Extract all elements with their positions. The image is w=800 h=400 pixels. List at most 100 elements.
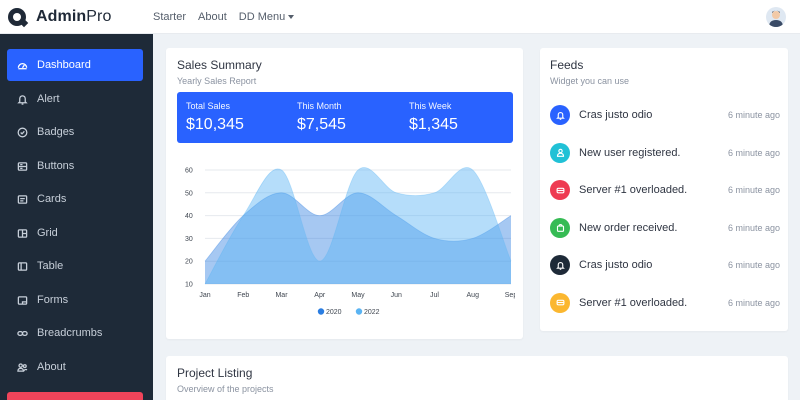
y-tick-label: 40 [185, 213, 193, 220]
stat-value: $7,545 [297, 116, 346, 133]
y-tick-label: 50 [185, 190, 193, 197]
buttons-icon [17, 161, 28, 172]
user-icon [550, 142, 570, 163]
y-tick-label: 20 [185, 259, 193, 266]
legend-marker-2022 [355, 308, 363, 315]
sidebar-item-label: Badges [37, 126, 75, 138]
x-tick-label: Feb [237, 292, 249, 299]
stat-label: This Month [297, 101, 342, 111]
x-tick-label: Aug [467, 292, 480, 299]
sidebar-item-about[interactable]: About [7, 351, 143, 383]
feeds-card: Feeds Widget you can use Cras justo odio… [540, 48, 788, 331]
card-title: Project Listing [177, 366, 253, 380]
stat-label: Total Sales [186, 101, 231, 111]
brand[interactable]: AdminPro [0, 7, 153, 26]
sidebar-item-cards[interactable]: Cards [7, 183, 143, 215]
feed-time: 6 minute ago [727, 185, 780, 195]
nav-dd-menu-label: DD Menu [238, 10, 286, 23]
line-series-2020 [204, 192, 512, 262]
top-nav: Starter About DD Menu [153, 11, 306, 23]
brand-name: AdminPro [36, 7, 112, 25]
sidebar-item-table[interactable]: Table [7, 250, 143, 282]
sidebar-action-button[interactable] [7, 392, 143, 400]
y-tick-label: 10 [185, 282, 193, 289]
feed-time: 6 minute ago [727, 297, 780, 308]
x-tick-label: Jan [199, 292, 210, 299]
card-subtitle: Widget you can use [550, 76, 630, 86]
sidebar-item-label: Buttons [37, 160, 75, 172]
nav-starter-link[interactable]: Starter [153, 10, 187, 23]
feed-item[interactable]: Cras justo odio 6 minute ago [550, 104, 780, 126]
stat-this-month: This Month $7,545 [297, 101, 346, 134]
x-tick-label: Mar [275, 292, 288, 299]
feed-time: 6 minute ago [727, 110, 780, 120]
feed-text: Server #1 overloaded. [579, 296, 688, 309]
nav-about-link[interactable]: About [198, 10, 227, 23]
card-subtitle: Overview of the projects [177, 384, 274, 394]
sidebar-item-buttons[interactable]: Buttons [7, 150, 143, 182]
sidebar-item-label: About [37, 361, 66, 373]
legend-label: 2022 [364, 309, 380, 316]
sidebar-item-label: Forms [37, 294, 69, 306]
line-series-2022 [204, 167, 512, 285]
project-listing-card: Project Listing Overview of the projects [166, 356, 788, 400]
user-avatar[interactable] [766, 7, 786, 27]
x-tick-label: Sep [505, 292, 515, 299]
feed-item[interactable]: New user registered. 6 minute ago [550, 142, 780, 164]
y-tick-label: 30 [185, 236, 193, 243]
sidebar-item-badges[interactable]: Badges [7, 116, 143, 148]
table-icon [17, 261, 28, 272]
feed-text: Server #1 overloaded. [579, 184, 688, 196]
x-tick-label: Apr [314, 292, 326, 299]
legend-label: 2020 [326, 309, 342, 316]
bell-icon [550, 105, 570, 125]
link-icon [17, 328, 28, 339]
area-series-2022 [205, 167, 511, 284]
sidebar-item-label: Grid [37, 227, 58, 239]
feed-item[interactable]: Server #1 overloaded. 6 minute ago [550, 292, 780, 314]
sidebar-item-label: Cards [37, 193, 67, 205]
feed-item[interactable]: Server #1 overloaded. 6 minute ago [550, 179, 780, 201]
feed-text: Cras justo odio [579, 109, 653, 121]
server-icon [550, 292, 570, 313]
card-subtitle: Yearly Sales Report [177, 76, 257, 86]
card-icon [17, 194, 28, 205]
sales-stats-banner: Total Sales $10,345 This Month $7,545 Th… [177, 92, 513, 143]
sidebar-item-forms[interactable]: Forms [7, 284, 143, 316]
sidebar-item-label: Breadcrumbs [37, 327, 103, 339]
sidebar-item-label: Dashboard [37, 59, 91, 71]
sidebar-item-dashboard[interactable]: Dashboard [7, 49, 143, 81]
feed-time: 6 minute ago [727, 260, 780, 270]
feed-text: Cras justo odio [579, 259, 653, 271]
sidebar-item-label: Table [37, 260, 64, 272]
sidebar-item-breadcrumbs[interactable]: Breadcrumbs [7, 317, 143, 349]
caret-down-icon [288, 14, 295, 19]
dashboard-icon [17, 60, 28, 71]
sidebar-item-grid[interactable]: Grid [7, 217, 143, 249]
sidebar-item-label: Alert [37, 93, 60, 105]
x-tick-label: Jul [430, 292, 439, 299]
y-tick-label: 60 [185, 168, 193, 175]
card-title: Sales Summary [177, 58, 262, 72]
logo-icon [8, 7, 26, 26]
stat-total-sales: Total Sales $10,345 [186, 101, 244, 134]
top-navbar: AdminPro Starter About DD Menu [0, 0, 800, 34]
feed-text: New user registered. [579, 146, 681, 159]
stat-this-week: This Week $1,345 [409, 101, 458, 134]
bell-icon [17, 94, 28, 105]
legend-marker-2020 [317, 308, 325, 315]
feed-time: 6 minute ago [727, 222, 780, 233]
feed-time: 6 minute ago [727, 147, 780, 158]
bag-icon [550, 217, 570, 238]
sidebar-item-alert[interactable]: Alert [7, 83, 143, 115]
feed-item[interactable]: New order received. 6 minute ago [550, 217, 780, 239]
sales-summary-card: Sales Summary Yearly Sales Report Total … [166, 48, 523, 339]
people-icon [17, 362, 28, 373]
badge-check-icon [17, 127, 28, 138]
stat-label: This Week [409, 101, 452, 111]
chart-canvas: 10 20 30 40 50 60 Jan Feb Mar Apr May Jun Jul Aug Sep 2… [185, 167, 517, 316]
stat-value: $10,345 [186, 116, 244, 133]
feed-item[interactable]: Cras justo odio 6 minute ago [550, 254, 780, 276]
nav-dd-menu-dropdown[interactable]: DD Menu [238, 10, 295, 23]
card-title: Feeds [550, 58, 584, 72]
